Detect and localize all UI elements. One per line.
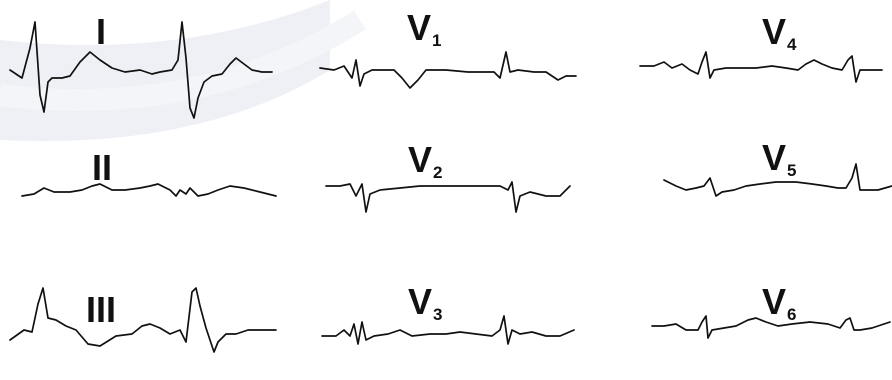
trace-lead-ii <box>21 183 277 197</box>
lead-label-v4: V4 <box>762 11 797 55</box>
trace-lead-v3 <box>321 315 575 345</box>
trace-lead-iii <box>9 287 277 353</box>
trace-lead-v5 <box>663 163 892 197</box>
trace-lead-v6 <box>651 315 891 339</box>
lead-label-v2: V2 <box>408 139 443 183</box>
lead-label-v5: V5 <box>762 137 797 181</box>
trace-lead-i <box>9 21 273 119</box>
lead-label-v3: V3 <box>408 281 443 325</box>
trace-lead-v2 <box>325 181 571 213</box>
trace-lead-v1 <box>319 51 577 89</box>
trace-lead-v4 <box>639 51 883 83</box>
lead-label-ii: II <box>92 147 113 188</box>
lead-label-i: I <box>96 11 107 52</box>
lead-label-iii: III <box>86 289 117 330</box>
lead-label-v1: V1 <box>407 7 442 51</box>
lead-label-v6: V6 <box>762 281 797 325</box>
